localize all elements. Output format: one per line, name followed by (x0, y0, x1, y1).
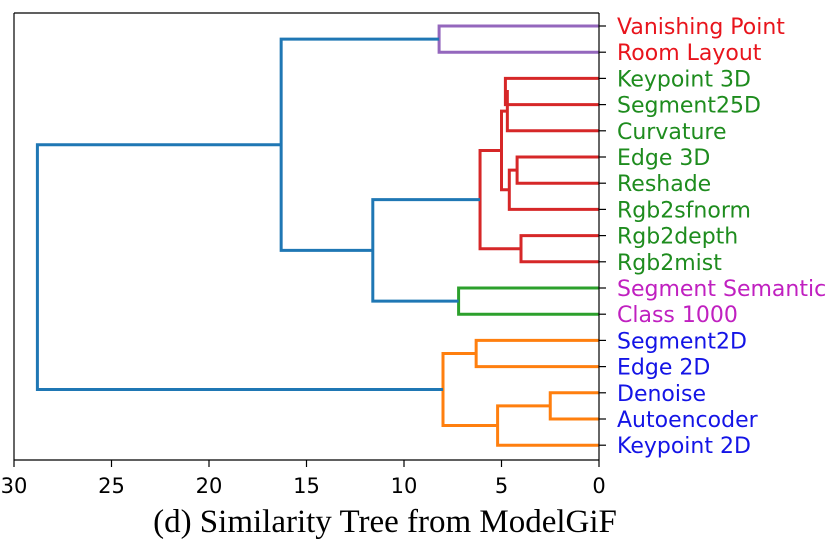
leaf-label: Segment2D (617, 329, 747, 354)
leaf-label: Class 1000 (617, 303, 738, 328)
x-axis-ticks: 30 25 20 15 10 5 0 (1, 460, 606, 498)
leaf-label: Edge 3D (617, 146, 710, 171)
leaf-label: Rgb2sfnorm (617, 198, 751, 223)
x-tick-label: 15 (293, 474, 320, 498)
dendrogram-link-m_red_green (371, 198, 481, 303)
dendrogram-link-m_kseg_curv (505, 90, 599, 133)
dendrogram-link-m_orange (441, 352, 498, 428)
leaf-label: Curvature (617, 120, 727, 145)
leaf-label: Autoencoder (617, 408, 759, 433)
dendrogram-link-m_er_sfn (507, 168, 599, 211)
leaf-label: Segment Semantic (617, 277, 826, 302)
leaf-label: Vanishing Point (617, 15, 785, 40)
leaf-label: Room Layout (617, 41, 762, 66)
dendrogram-link-m_da_kp2 (496, 404, 599, 447)
dendrogram-link-m_top (279, 37, 440, 252)
leaf-label: Keypoint 3D (617, 67, 751, 92)
dendrogram-link-m_e3_resh (515, 155, 599, 185)
leaf-label: Rgb2mist (617, 251, 722, 276)
leaf-label: Keypoint 2D (617, 434, 751, 459)
x-tick-label: 20 (196, 474, 223, 498)
dendrogram-link-m_depth_mist (519, 234, 599, 264)
dendrogram-link-m_den_auto (548, 391, 599, 421)
dendrogram-link-m_root (35, 143, 443, 392)
leaf-label: Reshade (617, 172, 711, 197)
dendrogram-links (35, 24, 599, 447)
x-tick-label: 5 (495, 474, 508, 498)
x-tick-label: 10 (391, 474, 418, 498)
dendrogram-link-m_vp_rl (437, 24, 599, 54)
dendrogram-link-m_green (457, 286, 599, 316)
x-tick-label: 0 (592, 474, 605, 498)
chart-caption: (d) Similarity Tree from ModelGiF (153, 504, 617, 540)
leaf-label: Edge 2D (617, 356, 710, 381)
dendrogram-link-m_seg2d_edge2d (474, 338, 599, 369)
leaf-label: Rgb2depth (617, 225, 738, 250)
x-tick-label: 30 (1, 474, 28, 498)
leaf-label: Segment25D (617, 94, 761, 119)
dendrogram-link-m_kp3_seg25 (503, 76, 599, 107)
leaf-label: Denoise (617, 382, 706, 407)
x-tick-label: 25 (98, 474, 125, 498)
